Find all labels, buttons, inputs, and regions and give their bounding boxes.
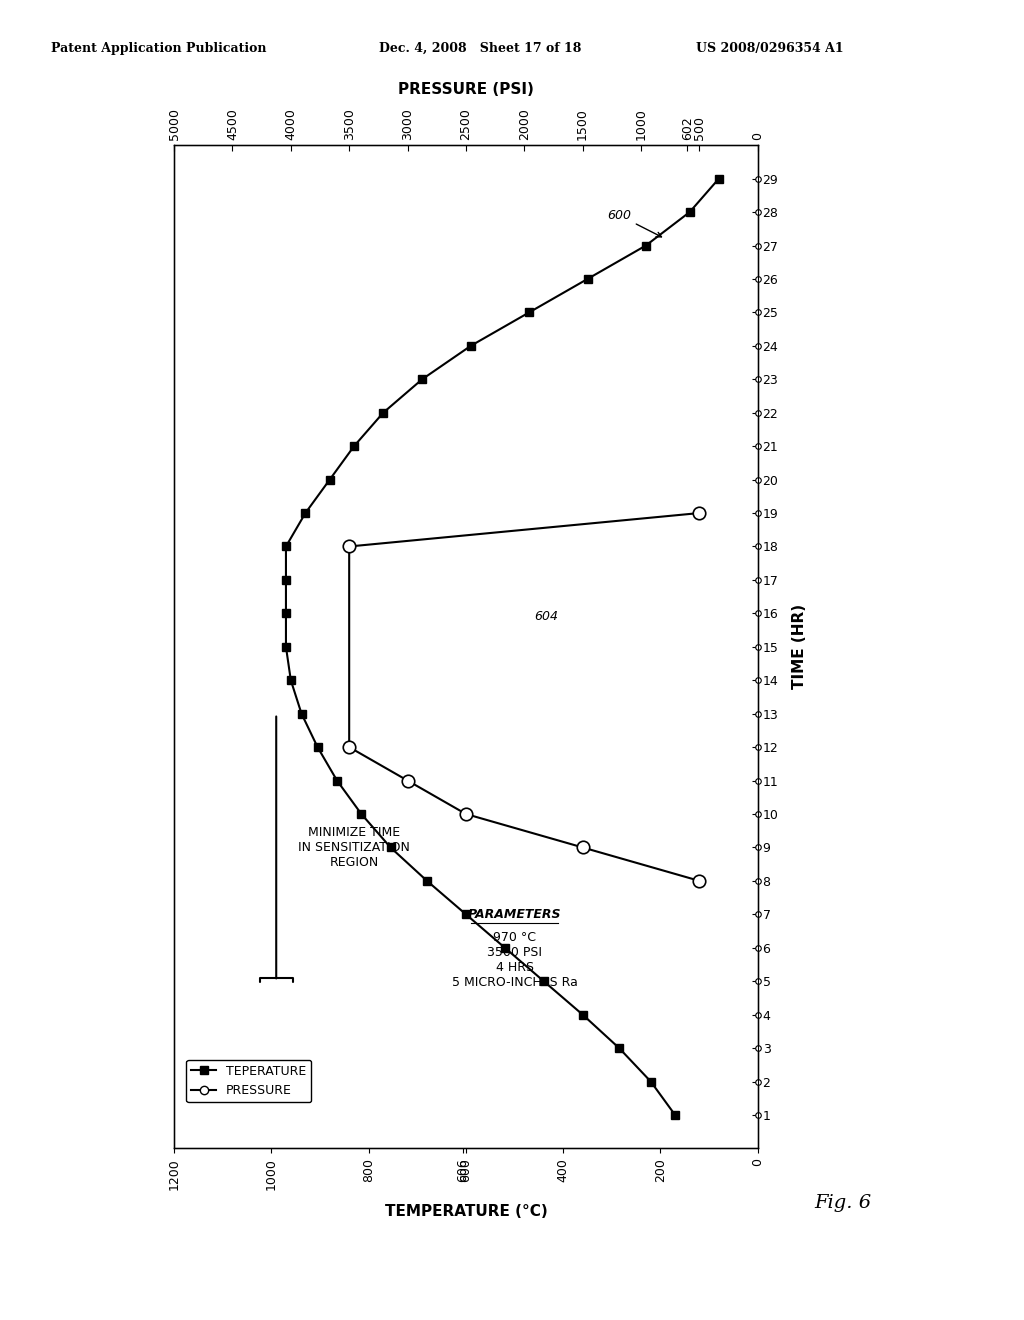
X-axis label: PRESSURE (PSI): PRESSURE (PSI) — [398, 82, 534, 98]
X-axis label: TEMPERATURE (°C): TEMPERATURE (°C) — [385, 1204, 547, 1218]
Text: PARAMETERS: PARAMETERS — [468, 908, 561, 921]
Text: Dec. 4, 2008   Sheet 17 of 18: Dec. 4, 2008 Sheet 17 of 18 — [379, 42, 582, 55]
Text: Fig. 6: Fig. 6 — [814, 1193, 871, 1212]
Text: 604: 604 — [535, 610, 558, 623]
Text: Patent Application Publication: Patent Application Publication — [51, 42, 266, 55]
Text: MINIMIZE TIME
IN SENSITIZATION
REGION: MINIMIZE TIME IN SENSITIZATION REGION — [298, 826, 410, 869]
Text: 600: 600 — [607, 209, 662, 236]
Text: US 2008/0296354 A1: US 2008/0296354 A1 — [696, 42, 844, 55]
Y-axis label: TIME (HR): TIME (HR) — [793, 605, 807, 689]
Text: 970 °C
3500 PSI
4 HRS
5 MICRO-INCHES Ra: 970 °C 3500 PSI 4 HRS 5 MICRO-INCHES Ra — [452, 931, 578, 989]
Legend: TEPERATURE, PRESSURE: TEPERATURE, PRESSURE — [186, 1060, 311, 1102]
